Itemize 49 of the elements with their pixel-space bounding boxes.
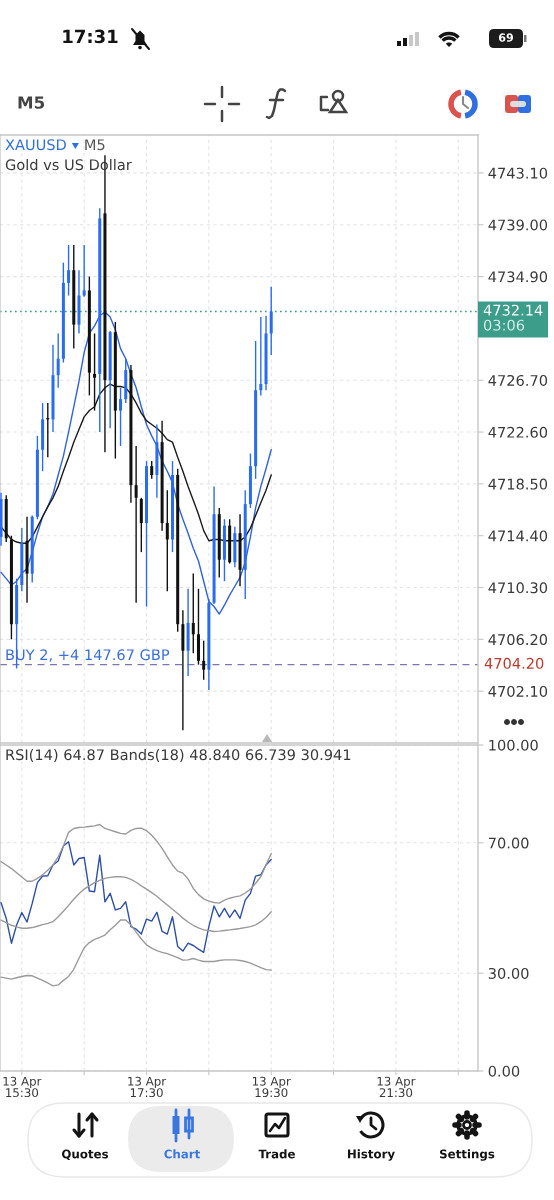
x-tick-label: 13 Apr 19:30 xyxy=(252,1076,291,1098)
candlestick xyxy=(82,244,86,298)
y-tick-label: 4743.10 xyxy=(488,167,548,179)
candlestick xyxy=(67,244,71,297)
y-tick-label: 100.00 xyxy=(489,739,538,751)
y-tick-label: 4710.30 xyxy=(488,582,548,594)
text: Trade xyxy=(258,1149,295,1159)
candlestick xyxy=(202,639,206,681)
candlestick xyxy=(269,285,273,356)
y-tick-label: 30.00 xyxy=(488,967,529,979)
y-tick-label: 4706.20 xyxy=(488,634,548,646)
annotation: M5 xyxy=(85,139,105,151)
y-tick-label: 4726.70 xyxy=(488,374,548,386)
ref-line-label: 4704.20 xyxy=(484,657,544,669)
line-series xyxy=(0,919,272,987)
candlestick xyxy=(165,489,169,593)
candlestick xyxy=(56,332,60,389)
text: 17:31 xyxy=(63,29,118,44)
line-series xyxy=(0,823,272,904)
text: Settings xyxy=(439,1149,495,1161)
line-series xyxy=(0,876,272,933)
x-tick-label: 13 Apr 17:30 xyxy=(128,1076,167,1098)
y-tick-label: 4739.00 xyxy=(488,219,548,231)
y-tick-label: 4734.90 xyxy=(488,271,548,283)
y-tick-label: 4702.10 xyxy=(488,685,548,697)
y-tick-label: 4718.50 xyxy=(488,478,548,490)
text: Chart xyxy=(164,1149,200,1159)
candlestick xyxy=(170,460,174,553)
text: 69 xyxy=(498,33,514,42)
y-tick-label: 0.00 xyxy=(488,1065,520,1077)
line-series xyxy=(0,841,272,954)
candlestick xyxy=(145,460,149,608)
candlestick xyxy=(119,387,123,447)
text: M5 xyxy=(18,96,45,109)
y-tick-label: 4714.40 xyxy=(488,530,548,542)
x-tick-label: 13 Apr 21:30 xyxy=(377,1076,416,1098)
y-tick-label: 4722.60 xyxy=(488,426,548,438)
candlestick xyxy=(134,445,138,604)
y-tick-label: 70.00 xyxy=(488,837,529,849)
ref-line-label: 4732.14 xyxy=(483,304,543,316)
text: History xyxy=(347,1149,395,1161)
text: 03:06 xyxy=(483,319,525,331)
text: Quotes xyxy=(61,1149,109,1160)
candlestick xyxy=(259,316,263,397)
line-series xyxy=(0,311,272,615)
chart-title: RSI(14) 64.87 Bands(18) 48.840 66.739 30.941 xyxy=(6,748,351,762)
chart-title: XAUUSD xyxy=(5,139,66,151)
x-tick-label: 13 Apr 15:30 xyxy=(3,1076,42,1098)
candlestick xyxy=(191,572,195,654)
